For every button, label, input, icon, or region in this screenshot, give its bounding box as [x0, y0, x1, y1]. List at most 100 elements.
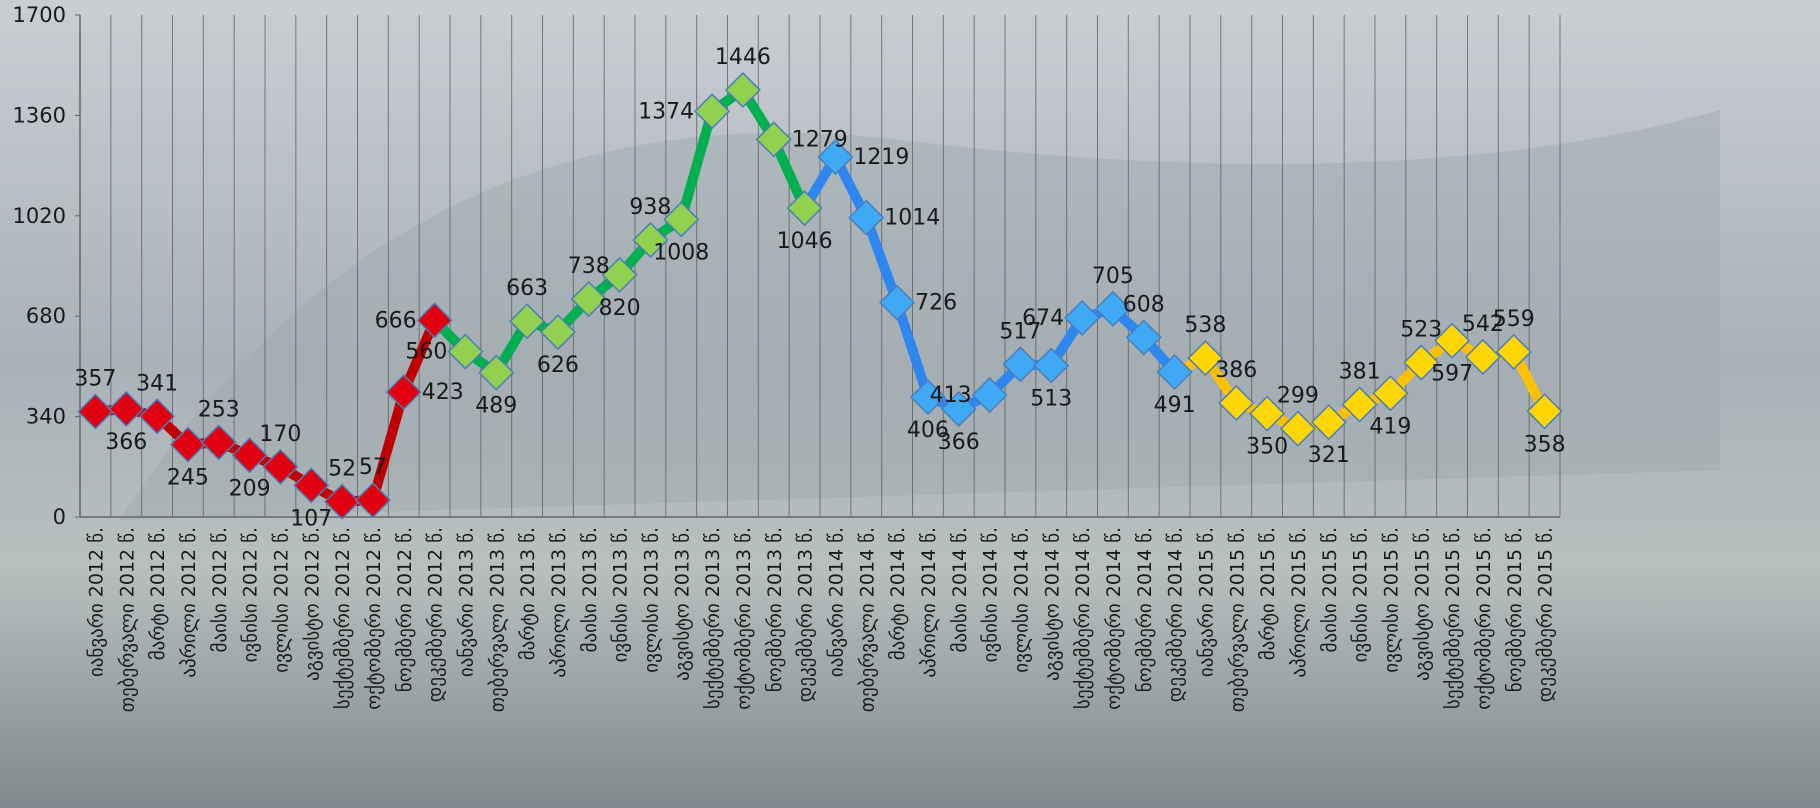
- x-tick-label: ოქტომბერი 2015 წ.: [1473, 527, 1495, 710]
- data-label: 597: [1431, 362, 1473, 387]
- x-tick-label: ნოემბერი 2013 წ.: [764, 527, 786, 692]
- data-label: 381: [1339, 359, 1381, 384]
- x-tick-label: აპრილი 2013 წ.: [548, 527, 570, 678]
- data-label: 674: [1022, 306, 1064, 331]
- data-label: 705: [1092, 264, 1134, 289]
- x-tick-label: მარტი 2015 წ.: [1257, 527, 1279, 660]
- data-label: 366: [938, 430, 980, 455]
- data-label: 820: [599, 296, 641, 321]
- data-label: 57: [359, 455, 387, 480]
- data-label: 423: [422, 380, 464, 405]
- data-label: 1008: [653, 240, 709, 265]
- x-tick-label: აგვისტო 2015 წ.: [1411, 527, 1433, 681]
- data-label: 341: [136, 371, 178, 396]
- data-label: 1219: [853, 145, 909, 170]
- y-tick-label: 1020: [13, 204, 66, 228]
- data-label: 738: [568, 254, 610, 279]
- x-tick-label: მარტი 2013 წ.: [517, 527, 539, 660]
- x-tick-label: თებერვალი 2012 წ.: [116, 527, 138, 712]
- data-label: 666: [375, 308, 417, 333]
- x-tick-label: ნოემბერი 2015 წ.: [1504, 527, 1526, 692]
- data-label: 209: [229, 476, 271, 501]
- y-tick-label: 1360: [13, 103, 66, 127]
- x-tick-label: დეკემბერი 2012 წ.: [425, 527, 447, 702]
- data-label: 1046: [777, 229, 833, 254]
- x-tick-label: იანვარი 2013 წ.: [455, 527, 477, 677]
- x-tick-label: მაისი 2015 წ.: [1319, 527, 1341, 652]
- x-tick-label: თებერვალი 2014 წ.: [856, 527, 878, 712]
- data-label: 1374: [638, 99, 694, 124]
- x-tick-label: ნოემბერი 2012 წ.: [394, 527, 416, 692]
- data-label: 413: [930, 383, 972, 408]
- data-label: 386: [1215, 358, 1257, 383]
- x-tick-label: ივნისი 2013 წ.: [610, 527, 632, 662]
- x-tick-label: აპრილი 2012 წ.: [178, 527, 200, 678]
- x-tick-label: აგვისტო 2014 წ.: [1041, 527, 1063, 681]
- x-tick-label: სექტემბერი 2012 წ.: [332, 527, 354, 709]
- y-tick-label: 340: [26, 405, 66, 429]
- data-label: 357: [74, 367, 116, 392]
- data-label: 419: [1369, 414, 1411, 439]
- x-tick-label: დეკემბერი 2014 წ.: [1165, 527, 1187, 702]
- x-tick-label: დეკემბერი 2013 წ.: [795, 527, 817, 702]
- x-tick-label: ივლისი 2015 წ.: [1380, 527, 1402, 673]
- chart: 0 340 680 1020 1360 1700 იანვარი 2012 წ. თებერვ…: [0, 0, 1820, 808]
- x-tick-label: სექტემბერი 2015 წ.: [1442, 527, 1464, 709]
- x-tick-label: იანვარი 2012 წ.: [85, 527, 107, 677]
- x-tick-label: დეკემბერი 2015 წ.: [1535, 527, 1557, 702]
- x-tick-label: ნოემბერი 2014 წ.: [1134, 527, 1156, 692]
- data-label: 350: [1246, 435, 1288, 460]
- data-label: 538: [1184, 313, 1226, 338]
- x-tick-label: აგვისტო 2012 წ.: [301, 527, 323, 681]
- y-tick-label: 680: [26, 304, 66, 328]
- data-label: 253: [198, 397, 240, 422]
- x-tick-label: მაისი 2014 წ.: [949, 527, 971, 652]
- y-tick-label: 0: [53, 505, 66, 529]
- x-tick-label: სექტემბერი 2013 წ.: [702, 527, 724, 709]
- x-tick-label: ივნისი 2012 წ.: [240, 527, 262, 662]
- data-label: 663: [506, 276, 548, 301]
- x-tick-label: მაისი 2013 წ.: [579, 527, 601, 652]
- x-tick-label: ივნისი 2014 წ.: [980, 527, 1002, 662]
- data-label: 560: [405, 340, 447, 365]
- data-label: 1446: [715, 45, 771, 70]
- x-tick-label: იანვარი 2014 წ.: [825, 527, 847, 677]
- x-tick-label: იანვარი 2015 წ.: [1195, 527, 1217, 677]
- x-tick-label: ივნისი 2015 წ.: [1350, 527, 1372, 662]
- data-label: 513: [1030, 387, 1072, 412]
- x-tick-label: თებერვალი 2013 წ.: [486, 527, 508, 712]
- data-label: 1014: [884, 206, 940, 231]
- y-tick-label: 1700: [13, 3, 66, 27]
- data-label: 608: [1123, 292, 1165, 317]
- data-label: 366: [105, 430, 147, 455]
- x-tick-label: აპრილი 2015 წ.: [1288, 527, 1310, 678]
- x-tick-label: აპრილი 2014 წ.: [918, 527, 940, 678]
- data-label: 107: [290, 506, 332, 531]
- x-tick-label: ივლისი 2012 წ.: [270, 527, 292, 673]
- data-label: 170: [259, 422, 301, 447]
- x-tick-label: ივლისი 2013 წ.: [640, 527, 662, 673]
- data-label: 523: [1400, 318, 1442, 343]
- x-tick-label: ოქტომბერი 2012 წ.: [363, 527, 385, 710]
- data-label: 52: [328, 457, 356, 482]
- data-label: 245: [167, 466, 209, 491]
- data-label: 489: [475, 394, 517, 419]
- data-label: 321: [1308, 443, 1350, 468]
- x-tick-label: მაისი 2012 წ.: [209, 527, 231, 652]
- data-label: 491: [1154, 393, 1196, 418]
- x-tick-label: მარტი 2014 წ.: [887, 527, 909, 660]
- data-label: 626: [537, 353, 579, 378]
- data-label: 299: [1277, 384, 1319, 409]
- x-tick-label: ივლისი 2014 წ.: [1010, 527, 1032, 673]
- x-tick-label: მარტი 2012 წ.: [147, 527, 169, 660]
- x-tick-label: აგვისტო 2013 წ.: [671, 527, 693, 681]
- data-label: 938: [629, 195, 671, 220]
- x-tick-label: სექტემბერი 2014 წ.: [1072, 527, 1094, 709]
- x-tick-label: ოქტომბერი 2013 წ.: [733, 527, 755, 710]
- data-label: 358: [1524, 432, 1566, 457]
- data-label: 1279: [792, 127, 848, 152]
- page: 0 340 680 1020 1360 1700 იანვარი 2012 წ. თებერვ…: [0, 0, 1820, 808]
- x-tick-label: ოქტომბერი 2014 წ.: [1103, 527, 1125, 710]
- data-label: 726: [915, 291, 957, 316]
- x-tick-label: თებერვალი 2015 წ.: [1226, 527, 1248, 712]
